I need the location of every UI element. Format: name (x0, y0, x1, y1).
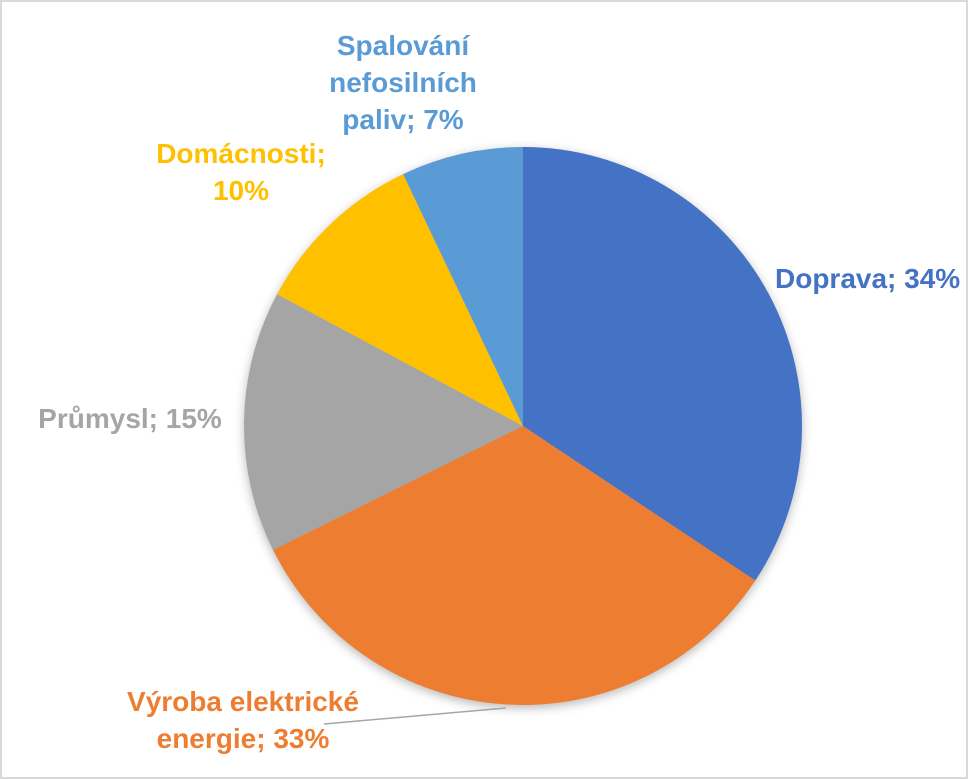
data-label-domacnosti: Domácnosti; 10% (156, 138, 326, 206)
leader-line-vyroba (323, 707, 507, 725)
data-label-spalovani-nefosilnich-paliv: Spalování nefosilních paliv; 7% (329, 30, 477, 135)
pie-slice-vyroba-elektricke-energie (273, 426, 756, 705)
pie-slices (244, 147, 803, 705)
data-label-vyroba-elektricke-energie: Výroba elektrické energie; 33% (127, 686, 359, 754)
pie-slice-spalovani-nefosilnich-paliv (403, 147, 523, 426)
pie-slice-prumysl (244, 294, 524, 550)
data-label-prumysl: Průmysl; 15% (38, 403, 222, 434)
pie-slice-domacnosti (277, 174, 523, 426)
pie-slice-doprava (523, 147, 803, 581)
data-label-doprava: Doprava; 34% (775, 263, 961, 294)
